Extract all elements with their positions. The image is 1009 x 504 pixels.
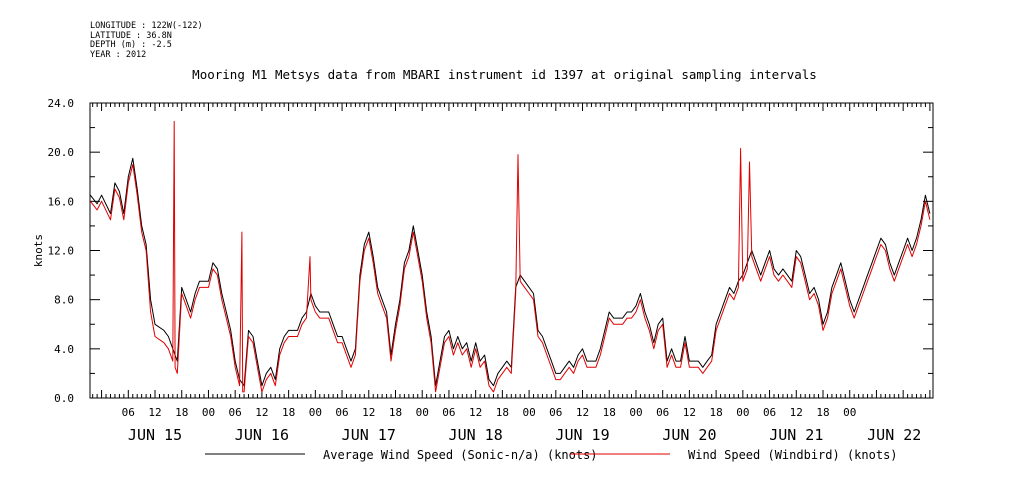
x-hour-label: 06 (229, 406, 242, 419)
x-hour-label: 06 (442, 406, 455, 419)
y-tick-label: 4.0 (54, 343, 74, 356)
x-hour-label: 00 (843, 406, 856, 419)
metadata-block: LONGITUDE : 122W(-122) LATITUDE : 36.8N … (90, 21, 203, 60)
x-day-label: JUN 19 (555, 426, 609, 444)
x-hour-label: 00 (736, 406, 749, 419)
x-hour-label: 12 (469, 406, 482, 419)
y-tick-label: 0.0 (54, 392, 74, 405)
x-hour-label: 00 (202, 406, 215, 419)
x-day-label: JUN 18 (449, 426, 503, 444)
x-day-label: JUN 17 (342, 426, 396, 444)
legend-label-windbird: Wind Speed (Windbird) (knots) (688, 448, 898, 462)
windbird-wind-speed-line (90, 120, 931, 393)
y-tick-label: 20.0 (48, 146, 75, 159)
x-hour-label: 00 (309, 406, 322, 419)
x-hour-label: 12 (362, 406, 375, 419)
y-tick-label: 24.0 (48, 97, 75, 110)
x-day-label: JUN 16 (235, 426, 289, 444)
legend-label-average: Average Wind Speed (Sonic-n/a) (knots) (323, 448, 598, 462)
x-axis: 06 12 18 00 06 12 18 00 06 12 18 00 06 12 18 00 06 12 18 00… (92, 103, 931, 444)
y-axis-label: knots (32, 234, 45, 267)
x-hour-label: 06 (335, 406, 348, 419)
x-hour-label: 06 (763, 406, 776, 419)
longitude-text: LONGITUDE : 122W(-122) (90, 21, 203, 31)
x-hour-label: 18 (175, 406, 188, 419)
x-hour-label: 00 (416, 406, 429, 419)
y-axis: 0.0 4.0 8.0 12.0 16.0 20.0 24.0 (48, 97, 933, 405)
depth-text: DEPTH (m) : -2.5 (90, 40, 172, 50)
x-hour-label: 12 (683, 406, 696, 419)
x-day-label: JUN 15 (128, 426, 182, 444)
y-tick-label: 16.0 (48, 195, 75, 208)
latitude-text: LATITUDE : 36.8N (90, 30, 172, 41)
y-tick-label: 8.0 (54, 294, 74, 307)
plot-frame (89, 102, 934, 399)
plot-border (89, 102, 934, 399)
x-hour-label: 12 (255, 406, 268, 419)
x-hour-label: 18 (282, 406, 295, 419)
x-hour-label: 00 (522, 406, 535, 419)
x-hour-label: 12 (148, 406, 161, 419)
y-tick-label: 12.0 (48, 245, 75, 258)
x-hour-label: 18 (816, 406, 829, 419)
x-hour-label: 00 (629, 406, 642, 419)
series-layer (90, 120, 931, 393)
x-hour-label: 18 (603, 406, 616, 419)
x-hour-label: 06 (656, 406, 669, 419)
x-day-label: JUN 21 (769, 426, 823, 444)
chart-title: Mooring M1 Metsys data from MBARI instru… (192, 67, 817, 82)
x-hour-label: 12 (790, 406, 803, 419)
x-hour-label: 06 (122, 406, 135, 419)
year-text: YEAR : 2012 (90, 49, 147, 60)
x-hour-label: 06 (549, 406, 562, 419)
x-day-label: JUN 22 (867, 426, 921, 444)
x-hour-label: 18 (389, 406, 402, 419)
x-hour-label: 18 (496, 406, 509, 419)
x-day-label: JUN 20 (662, 426, 716, 444)
x-hour-label: 18 (710, 406, 723, 419)
average-wind-speed-line (90, 157, 931, 387)
x-hour-label: 12 (576, 406, 589, 419)
legend: Average Wind Speed (Sonic-n/a) (knots) Wi… (205, 448, 898, 462)
